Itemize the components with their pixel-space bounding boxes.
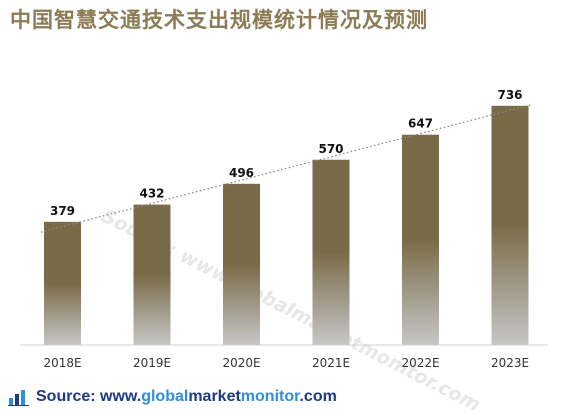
- data-label-2019E: 432: [139, 187, 164, 201]
- trend-line: [40, 104, 532, 233]
- data-labels-group: 379 432 496 570 647 736: [50, 88, 523, 218]
- x-tick-label-2022E: 2022E: [401, 356, 439, 370]
- chart-title: 中国智慧交通技术支出规模统计情况及预测: [10, 8, 428, 32]
- source-part-monitor: monitor: [240, 388, 300, 405]
- source-footer: Source: www.globalmarketmonitor.com: [8, 388, 337, 406]
- trend-group: [40, 104, 532, 233]
- bar-2021E: [312, 159, 350, 345]
- bar-2020E: [223, 183, 260, 345]
- bars-group: [44, 105, 529, 345]
- data-label-2023E: 736: [497, 88, 522, 102]
- data-label-2022E: 647: [408, 117, 433, 131]
- x-tick-label-2018E: 2018E: [43, 356, 81, 370]
- source-suffix: .com: [299, 388, 337, 405]
- source-prefix: Source: www.: [36, 388, 142, 405]
- x-tick-labels-group: 2018E 2019E 2020E 2021E 2022E 2023E: [43, 356, 529, 370]
- bar-2018E: [44, 221, 81, 345]
- x-tick-label-2019E: 2019E: [133, 356, 171, 370]
- x-tick-label-2021E: 2021E: [312, 356, 350, 370]
- x-tick-label-2020E: 2020E: [222, 356, 260, 370]
- source-text: Source: www.globalmarketmonitor.com: [36, 388, 337, 406]
- x-tick-label-2023E: 2023E: [491, 356, 529, 370]
- bar-2023E: [491, 105, 529, 345]
- bar-2022E: [402, 134, 439, 345]
- bar-chart-icon: [8, 389, 29, 406]
- bar-2019E: [133, 204, 171, 345]
- source-part-market: market: [188, 388, 241, 405]
- source-part-global: global: [141, 388, 189, 405]
- data-label-2018E: 379: [50, 204, 75, 218]
- data-label-2020E: 496: [229, 166, 254, 180]
- data-label-2021E: 570: [318, 142, 343, 156]
